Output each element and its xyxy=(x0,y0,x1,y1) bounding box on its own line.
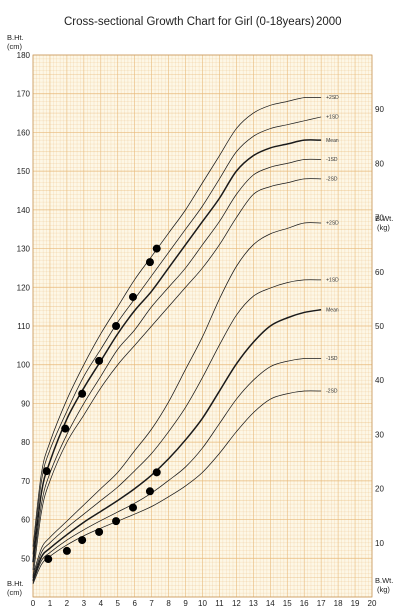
weight-curve-minus2sd xyxy=(32,390,322,585)
x-axis-tick-label: 14 xyxy=(266,599,275,607)
weight-curve-minus1sd xyxy=(32,357,322,583)
height-curve-minus2sd xyxy=(32,178,322,578)
x-axis-tick-label: 15 xyxy=(283,599,292,607)
weight-data-point xyxy=(129,503,138,512)
height-curve-label: +2SD xyxy=(326,95,339,101)
height-curve-label: -1SD xyxy=(326,157,338,163)
right-axis-tick-label: 90 xyxy=(375,105,384,114)
left-axis-tick-label: 70 xyxy=(21,477,30,486)
right-axis-tick-label: 20 xyxy=(375,485,384,494)
weight-curve-label: +1SD xyxy=(326,278,339,284)
x-axis-tick-label: 9 xyxy=(183,599,188,607)
height-curve-plus1sd xyxy=(32,116,322,555)
x-axis-tick-label: 18 xyxy=(334,599,343,607)
height-data-point xyxy=(145,258,154,267)
x-axis-tick-label: 11 xyxy=(215,599,224,607)
x-axis-tick-label: 13 xyxy=(249,599,258,607)
height-data-point xyxy=(129,292,138,301)
x-axis-tick-label: 4 xyxy=(99,599,104,607)
right-axis-unit: (kg) xyxy=(377,223,390,232)
weight-data-point xyxy=(152,468,161,477)
right-axis-title: B.Wt. xyxy=(375,214,393,223)
plot-border xyxy=(32,54,373,598)
left-axis-bottom-unit: (cm) xyxy=(7,588,22,597)
weight-curve-label: Mean xyxy=(326,307,339,313)
measurement-points xyxy=(42,244,161,564)
weight-curve-plus1sd xyxy=(32,279,322,579)
left-axis-unit: (cm) xyxy=(7,42,22,51)
right-axis-tick-label: 10 xyxy=(375,539,384,548)
x-axis-tick-label: 7 xyxy=(149,599,154,607)
height-data-point xyxy=(152,244,161,253)
right-axis-bottom-title: B.Wt. xyxy=(375,576,393,585)
height-data-point xyxy=(78,389,87,398)
x-axis-tick-label: 16 xyxy=(300,599,309,607)
left-axis-tick-label: 130 xyxy=(17,245,31,254)
left-axis-ticks: 50 60 70 80 90 100 110 120 130 140 150 160 170 180 xyxy=(17,51,31,563)
height-curve-label: +1SD xyxy=(326,115,339,121)
left-axis-tick-label: 50 xyxy=(21,554,30,563)
weight-curve-plus2sd xyxy=(32,222,322,576)
height-curve-label: -2SD xyxy=(326,176,338,182)
weight-curve-label: +2SD xyxy=(326,221,339,227)
right-axis-tick-label: 80 xyxy=(375,159,384,168)
x-axis-tick-label: 1 xyxy=(48,599,53,607)
chart-title: Cross-sectional Growth Chart for Girl (0… xyxy=(64,16,315,28)
x-axis-tick-label: 17 xyxy=(317,599,326,607)
height-curve-mean xyxy=(32,139,322,563)
left-axis-tick-label: 170 xyxy=(17,90,31,99)
weight-data-point xyxy=(62,546,71,555)
left-axis-tick-label: 150 xyxy=(17,167,31,176)
left-axis-bottom-title: B.Ht. xyxy=(7,579,24,588)
left-axis-tick-label: 180 xyxy=(17,51,31,60)
left-axis-tick-label: 120 xyxy=(17,283,31,292)
right-axis-tick-label: 60 xyxy=(375,268,384,277)
left-axis-tick-label: 90 xyxy=(21,399,30,408)
weight-data-point xyxy=(44,555,53,564)
left-axis-title: B.Ht. xyxy=(7,33,24,42)
percentile-curves: +2SD +1SD Mean -1SD -2SD +2SD +1SD Mean -1SD -2SD xyxy=(32,95,339,585)
height-data-point xyxy=(61,424,70,433)
x-axis-tick-label: 5 xyxy=(116,599,121,607)
x-axis-tick-label: 2 xyxy=(65,599,70,607)
height-data-point xyxy=(112,322,121,330)
left-axis-tick-label: 100 xyxy=(17,361,31,370)
left-axis-tick-label: 80 xyxy=(21,438,30,447)
right-axis-bottom-unit: (kg) xyxy=(377,585,390,594)
plot-frame xyxy=(32,54,373,598)
right-axis-tick-label: 50 xyxy=(375,322,384,331)
weight-curve-label: -1SD xyxy=(326,356,338,362)
left-axis-tick-label: 160 xyxy=(17,128,31,137)
x-axis-tick-label: 8 xyxy=(166,599,171,607)
weight-data-point xyxy=(112,517,121,526)
x-axis-tick-label: 20 xyxy=(368,599,377,607)
weight-curve-label: -2SD xyxy=(326,389,338,395)
x-axis-tick-label: 12 xyxy=(232,599,241,607)
x-axis-tick-label: 19 xyxy=(351,599,360,607)
left-axis-tick-label: 110 xyxy=(17,322,30,331)
right-axis-tick-label: 30 xyxy=(375,430,384,439)
right-axis-tick-label: 70 xyxy=(375,214,384,223)
right-axis-ticks: 10 20 30 40 50 60 70 80 90 xyxy=(375,105,384,548)
grid xyxy=(32,54,373,598)
weight-data-point xyxy=(95,527,104,536)
height-curve-minus1sd xyxy=(32,158,322,570)
weight-data-point xyxy=(78,536,87,545)
x-axis-tick-label: 6 xyxy=(132,599,137,607)
x-axis-tick-label: 10 xyxy=(198,599,207,607)
height-data-point xyxy=(42,467,51,476)
height-curve-plus2sd xyxy=(32,96,322,547)
right-axis-tick-label: 40 xyxy=(375,376,384,385)
left-axis-tick-label: 60 xyxy=(21,516,30,525)
left-axis-tick-label: 140 xyxy=(17,206,31,215)
x-axis-tick-label: 0 xyxy=(31,599,36,607)
x-axis-ticks: 0 1 2 3 4 5 6 7 8 9 10 11 12 13 14 15 16 17 18 19 20 xyxy=(31,599,377,607)
height-curve-label: Mean xyxy=(326,138,339,144)
height-data-point xyxy=(95,356,104,365)
weight-curve-mean xyxy=(32,308,322,581)
chart-title-year: 2000 xyxy=(316,16,342,28)
weight-data-point xyxy=(145,487,154,496)
x-axis-tick-label: 3 xyxy=(82,599,87,607)
